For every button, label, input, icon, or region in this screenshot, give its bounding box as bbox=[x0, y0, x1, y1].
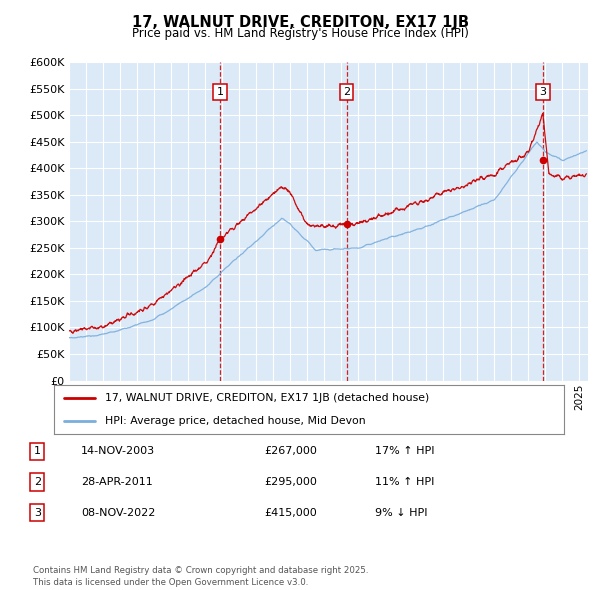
Text: Price paid vs. HM Land Registry's House Price Index (HPI): Price paid vs. HM Land Registry's House … bbox=[131, 27, 469, 40]
Text: 3: 3 bbox=[34, 508, 41, 517]
Text: Contains HM Land Registry data © Crown copyright and database right 2025.
This d: Contains HM Land Registry data © Crown c… bbox=[33, 566, 368, 587]
Text: £267,000: £267,000 bbox=[264, 447, 317, 456]
Text: 3: 3 bbox=[539, 87, 547, 97]
Text: 08-NOV-2022: 08-NOV-2022 bbox=[81, 508, 155, 517]
Text: £295,000: £295,000 bbox=[264, 477, 317, 487]
Text: 28-APR-2011: 28-APR-2011 bbox=[81, 477, 153, 487]
Text: HPI: Average price, detached house, Mid Devon: HPI: Average price, detached house, Mid … bbox=[105, 415, 365, 425]
Text: 2: 2 bbox=[34, 477, 41, 487]
Text: 17, WALNUT DRIVE, CREDITON, EX17 1JB: 17, WALNUT DRIVE, CREDITON, EX17 1JB bbox=[131, 15, 469, 30]
Text: 14-NOV-2003: 14-NOV-2003 bbox=[81, 447, 155, 456]
Text: 1: 1 bbox=[34, 447, 41, 456]
Text: 1: 1 bbox=[217, 87, 223, 97]
Text: 17% ↑ HPI: 17% ↑ HPI bbox=[375, 447, 434, 456]
Text: £415,000: £415,000 bbox=[264, 508, 317, 517]
Text: 9% ↓ HPI: 9% ↓ HPI bbox=[375, 508, 427, 517]
Text: 17, WALNUT DRIVE, CREDITON, EX17 1JB (detached house): 17, WALNUT DRIVE, CREDITON, EX17 1JB (de… bbox=[105, 394, 429, 404]
Text: 11% ↑ HPI: 11% ↑ HPI bbox=[375, 477, 434, 487]
Text: 2: 2 bbox=[343, 87, 350, 97]
